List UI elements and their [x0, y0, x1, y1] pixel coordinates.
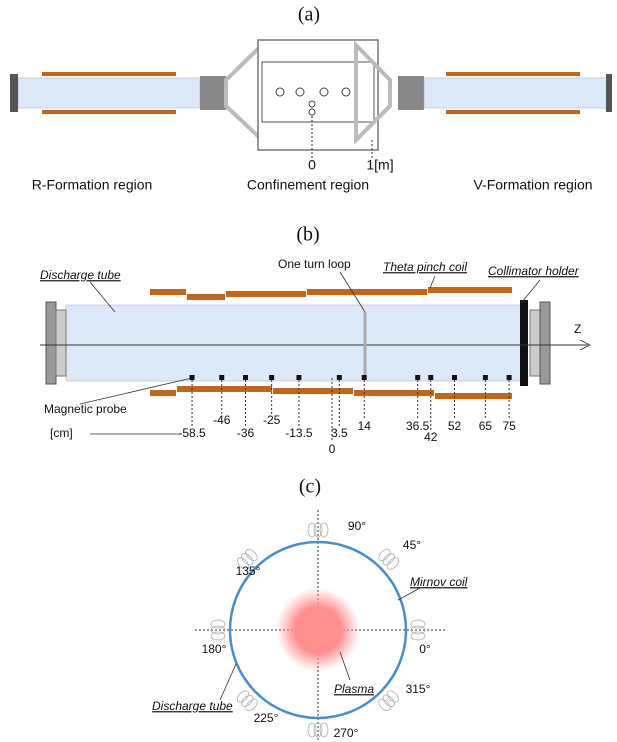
label: Plasma	[334, 682, 374, 696]
angle-label: 225°	[254, 711, 279, 725]
label: Discharge tube	[40, 268, 121, 282]
mirnov-coil	[211, 620, 225, 640]
mirnov-coil	[411, 620, 425, 640]
panel-label: (a)	[298, 4, 320, 26]
angle-label: 135°	[236, 564, 261, 578]
angle-label: 45°	[403, 538, 421, 552]
probe-label: -46	[213, 413, 231, 427]
unit-label: [cm]	[50, 426, 73, 440]
probe-label: 42	[424, 430, 438, 444]
scale-label: 1[m]	[366, 157, 393, 173]
panel-a-drawing	[10, 40, 612, 160]
scale-label: 0	[308, 157, 316, 173]
coil-loop	[308, 723, 316, 737]
probe-label: 3.5	[331, 426, 348, 440]
region-label: V-Formation region	[473, 177, 592, 193]
probe-label: 75	[502, 419, 516, 433]
angle-label: 90°	[348, 519, 366, 533]
panel-label: (c)	[299, 476, 321, 498]
label: One turn loop	[278, 257, 351, 271]
probe-label: 14	[358, 419, 372, 433]
probe	[507, 375, 512, 380]
coil-loop	[411, 632, 425, 640]
coil-loop	[240, 693, 256, 709]
probe-label: 52	[448, 419, 462, 433]
coil-loop	[320, 523, 328, 537]
probe	[337, 375, 342, 380]
panel-label: (b)	[296, 224, 319, 246]
probe	[190, 375, 195, 380]
probe	[452, 375, 457, 380]
figure: (a) 0 1[m] R-Formation region Confinemen…	[0, 0, 617, 742]
angle-label: 270°	[334, 726, 359, 740]
label: Magnetic probe	[44, 402, 127, 416]
probe-label: -36	[237, 426, 255, 440]
coil-loop	[381, 552, 397, 568]
probe	[269, 375, 274, 380]
probe	[362, 375, 367, 380]
angle-label: 315°	[406, 682, 431, 696]
probe-label: -58.5	[178, 426, 206, 440]
probe-label: -13.5	[285, 426, 313, 440]
label: Theta pinch coil	[383, 260, 467, 274]
probe	[428, 375, 433, 380]
region-label: Confinement region	[247, 177, 369, 193]
probe	[243, 375, 248, 380]
label: Discharge tube	[152, 699, 233, 713]
region-label: R-Formation region	[32, 177, 153, 193]
label: Collimator holder	[488, 264, 580, 278]
probe	[219, 375, 224, 380]
coil-loop	[381, 693, 397, 709]
probe	[296, 375, 301, 380]
label: Mirnov coil	[410, 575, 468, 589]
origin-label: 0	[329, 442, 336, 456]
coil-loop	[211, 620, 225, 628]
probe	[483, 375, 488, 380]
probe-label: -25	[263, 413, 281, 427]
axis-label: Z	[574, 322, 581, 336]
angle-label: 180°	[202, 642, 227, 656]
probe-label: 65	[479, 419, 493, 433]
probe	[415, 375, 420, 380]
angle-label: 0°	[419, 642, 431, 656]
